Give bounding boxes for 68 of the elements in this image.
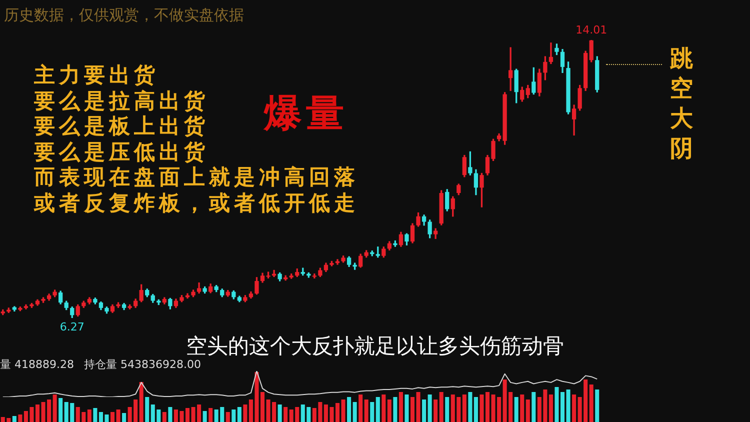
bar [52,394,57,422]
bar [387,400,392,422]
bar [572,394,576,422]
bar [462,394,466,422]
bar [589,384,594,422]
text: 空头的这个大反扑就足以让多头伤筋动骨 [186,334,564,358]
bar [376,397,380,422]
bar [278,404,282,422]
annotation: 持仓量 543836928.00 [84,357,201,372]
bar [514,397,518,422]
bar [595,390,600,422]
candlestick [548,42,554,64]
bar [422,400,426,422]
bar [87,410,92,422]
bar [145,397,150,422]
annotation: 或者反复炸板，或者低开低走 [34,190,359,215]
bar [404,394,409,422]
text: 跳空大阴 [670,44,694,164]
bar [526,400,530,422]
bar [532,392,536,422]
bar [382,394,386,422]
bar [434,400,438,422]
bar [566,390,570,422]
bar [370,402,374,422]
bar [93,408,98,422]
bar [428,394,432,422]
bar [393,397,398,422]
bar [352,402,357,422]
bar [12,416,16,422]
bar [139,382,144,422]
annotation: 主力要出货 [34,62,159,88]
bar [110,412,115,422]
bar [18,414,22,422]
bar [208,408,213,422]
bar [202,411,207,422]
bar [358,394,363,422]
bar [416,392,420,422]
text: 14.01 [576,23,608,36]
bar [410,397,415,422]
bar [347,397,352,422]
annotation: 要么是拉高出货 [34,88,209,113]
text: 6.27 [60,320,84,334]
annotation: 要么是板上出货 [34,113,209,138]
annotation: 而表现在盘面上就是冲高回落 [34,164,359,190]
bar [116,410,120,422]
bar [162,412,166,422]
bar [439,392,444,422]
bar [243,404,248,422]
text: 历史数据，仅供观赏，不做实盘依据 [4,6,244,25]
bar [58,398,63,422]
bar [468,392,472,422]
bar [520,394,524,422]
bar [226,412,230,422]
annotation: 量 418889.28 [0,357,74,372]
bar [168,407,172,422]
bar [445,397,450,422]
bar [284,407,288,422]
bar [237,407,242,422]
bar [548,394,553,422]
bar [341,400,346,422]
bar [122,413,126,422]
annotation: 要么是压低出货 [34,138,209,164]
bar [364,400,368,422]
bar [474,397,478,422]
annotation: 爆量 [264,89,348,137]
candlestick [508,47,513,91]
bar [232,410,236,422]
bar [398,392,403,422]
